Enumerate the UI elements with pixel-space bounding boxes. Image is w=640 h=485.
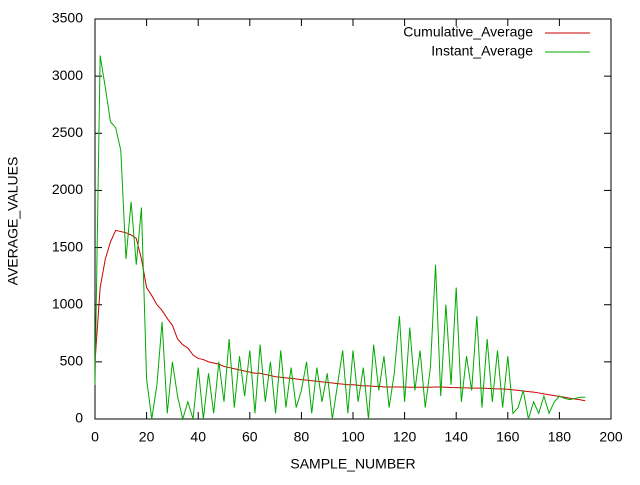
plot-border — [94, 18, 612, 420]
y-tick-label: 1500 — [52, 238, 83, 254]
x-tick-label: 40 — [190, 429, 206, 445]
y-tick-label: 0 — [75, 410, 83, 426]
x-tick-label: 200 — [599, 429, 623, 445]
x-tick-label: 180 — [548, 429, 572, 445]
y-tick-label: 2500 — [52, 124, 83, 140]
x-tick-label: 100 — [341, 429, 365, 445]
x-tick-label: 60 — [242, 429, 258, 445]
y-tick-label: 3500 — [52, 10, 83, 26]
y-tick-label: 500 — [60, 353, 84, 369]
legend-label: Instant_Average — [431, 43, 533, 59]
x-tick-label: 0 — [91, 429, 99, 445]
x-tick-label: 120 — [393, 429, 417, 445]
y-axis-label: AVERAGE_VALUES — [5, 157, 21, 286]
x-axis-label: SAMPLE_NUMBER — [290, 456, 415, 472]
x-tick-label: 140 — [445, 429, 469, 445]
y-tick-label: 2000 — [52, 181, 83, 197]
data-line — [94, 229, 586, 402]
y-tick-label: 3000 — [52, 67, 83, 83]
x-tick-label: 20 — [139, 429, 155, 445]
data-line — [94, 55, 586, 421]
y-tick-label: 1000 — [52, 295, 83, 311]
x-tick-label: 160 — [496, 429, 520, 445]
x-tick-label: 80 — [294, 429, 310, 445]
legend-label: Cumulative_Average — [403, 24, 533, 40]
